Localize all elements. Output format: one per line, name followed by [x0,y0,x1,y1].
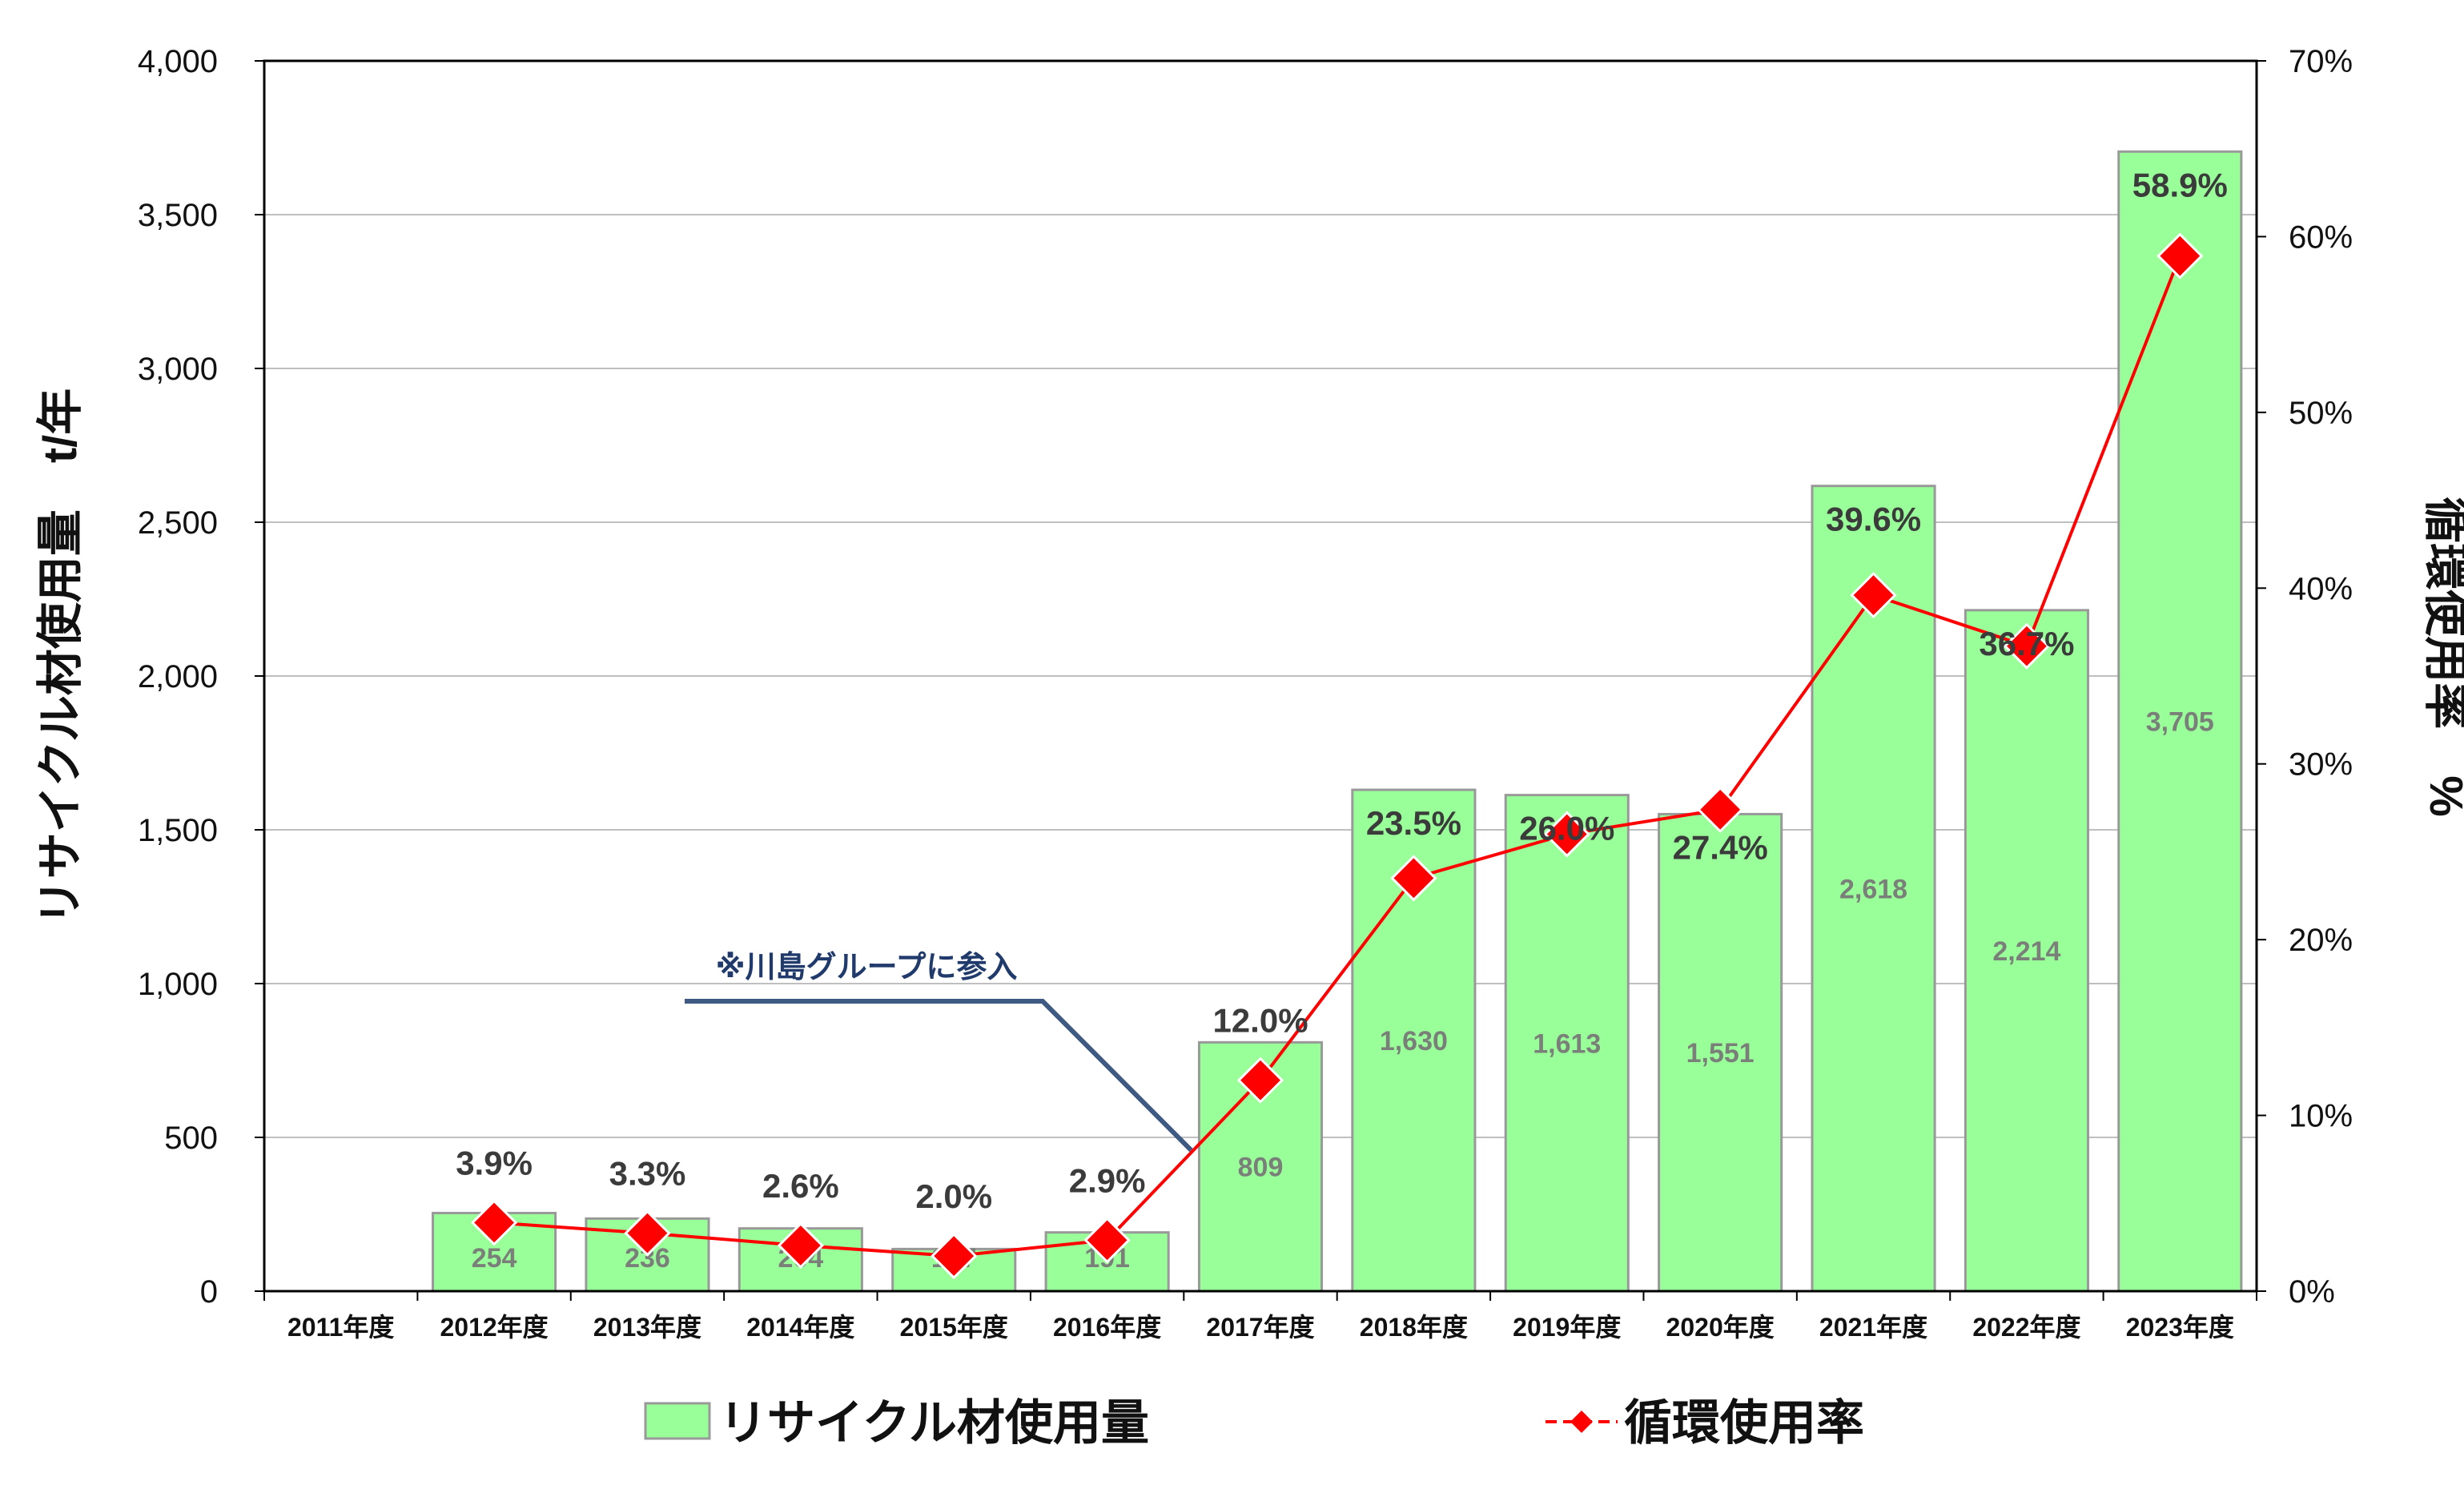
y-left-tick-label: 500 [164,1121,218,1156]
rate-marker [1083,1217,1131,1264]
legend-diamond-marker [1570,1411,1593,1433]
gridlines [264,214,2257,1138]
rate-value-label: 23.5% [1366,804,1461,842]
bar-value-label: 1,551 [1686,1038,1755,1068]
y-right-axis-title: 循環使用率 % [2420,497,2464,817]
rate-marker [1390,855,1437,902]
bar-value-label: 2,214 [1992,936,2060,967]
rate-marker [931,1232,978,1280]
bar [1964,609,2089,1293]
y-left-tick-label: 3,500 [138,198,218,233]
y-right-tick-label: 50% [2289,396,2353,431]
rate-value-label: 2.6% [762,1167,839,1205]
annotation-text: ※川島グループに参入 [716,951,1018,984]
bar-value-label: 2,618 [1839,874,1907,904]
rate-marker [2003,622,2051,670]
y-right-tick-label: 30% [2289,747,2353,783]
x-tick-label: 2012年度 [440,1313,548,1342]
rate-value-label: 39.6% [1826,501,1921,538]
bar [1351,788,1477,1293]
y-left-tick-label: 0 [200,1274,218,1310]
legend-bar-label: リサイクル材使用量 [719,1396,1149,1450]
rate-value-label: 12.0% [1212,1002,1308,1040]
line-series: 3.9% 3.3% 2.6% 2.0% 2.9% 12.0% 23.5% 26.0% 27.4%… [456,166,2228,1280]
rate-marker [624,1209,671,1257]
x-tick-label: 2019年度 [1513,1313,1621,1342]
rate-value-label: 27.4% [1673,828,1768,866]
bar [1504,794,1630,1293]
annotation-leader-line [685,999,1193,1153]
legend-item-bar: リサイクル材使用量 [644,1396,1149,1450]
annotation: ※川島グループに参入 [685,951,1193,1153]
y-right-tick-label: 10% [2289,1099,2353,1134]
y-left-tick-label: 1,000 [138,967,218,1002]
bar-series: 2542362041371918091,6301,6131,5512,6182,… [432,150,2243,1293]
y-left-tick-label: 2,500 [138,505,218,541]
y-left-tick-label: 4,000 [138,44,218,79]
x-tick-label: 2015年度 [900,1313,1008,1342]
y-right-tick-label: 40% [2289,571,2353,606]
bar-value-label: 1,630 [1380,1026,1448,1056]
rate-value-label: 26.0% [1519,810,1614,847]
x-tick-label: 2021年度 [1819,1313,1927,1342]
x-tick-label: 2014年度 [746,1313,854,1342]
x-tick-label: 2020年度 [1666,1313,1775,1342]
rate-marker [470,1199,518,1246]
rate-marker [777,1221,824,1270]
bar-value-label: 1,613 [1533,1028,1601,1059]
x-tick-label: 2017年度 [1206,1313,1314,1342]
x-tick-label: 2018年度 [1360,1313,1468,1342]
legend-line-label: 循環使用率 [1624,1396,1864,1450]
bar [2117,150,2243,1293]
rate-marker [1697,786,1744,833]
rate-marker [1543,811,1590,858]
rate-marker [2157,232,2204,280]
y-left-tick-label: 1,500 [138,813,218,848]
rate-value-label: 2.0% [915,1177,992,1215]
bar-value-label: 809 [1238,1153,1284,1183]
legend-item-line: 循環使用率 [1546,1396,1864,1450]
y-right-tick-label: 60% [2289,219,2353,255]
x-tick-label: 2013年度 [593,1313,701,1342]
x-tick-label: 2011年度 [287,1313,394,1342]
x-tick-label: 2023年度 [2126,1313,2234,1342]
axes: 0 500 1,000 1,500 2,000 2,500 3,000 3,500 4,000 0… [138,44,2353,1342]
bar-value-label: 3,705 [2146,707,2214,738]
rate-value-label: 3.9% [456,1144,533,1181]
y-left-axis-title: リサイクル材使用量 t/年 [34,388,86,926]
x-tick-label: 2016年度 [1053,1313,1161,1342]
rate-value-label: 3.3% [609,1155,686,1193]
y-right-tick-label: 70% [2289,44,2353,79]
y-right-tick-label: 0% [2289,1274,2335,1310]
y-left-tick-label: 3,000 [138,352,218,387]
rate-marker [1850,571,1897,619]
legend: リサイクル材使用量 循環使用率 [644,1396,1864,1450]
legend-bar-swatch [644,1402,711,1440]
bar-value-label: 254 [472,1243,517,1274]
rate-value-label: 2.9% [1069,1161,1146,1199]
bar [1811,485,1936,1293]
y-right-tick-label: 20% [2289,923,2353,958]
y-left-tick-label: 2,000 [138,659,218,694]
rate-value-label: 58.9% [2132,166,2228,203]
x-tick-label: 2022年度 [1972,1313,2080,1342]
rate-marker [1236,1056,1284,1104]
rate-value-label: 36.7% [1979,625,2074,662]
rate-line [493,255,2182,1258]
